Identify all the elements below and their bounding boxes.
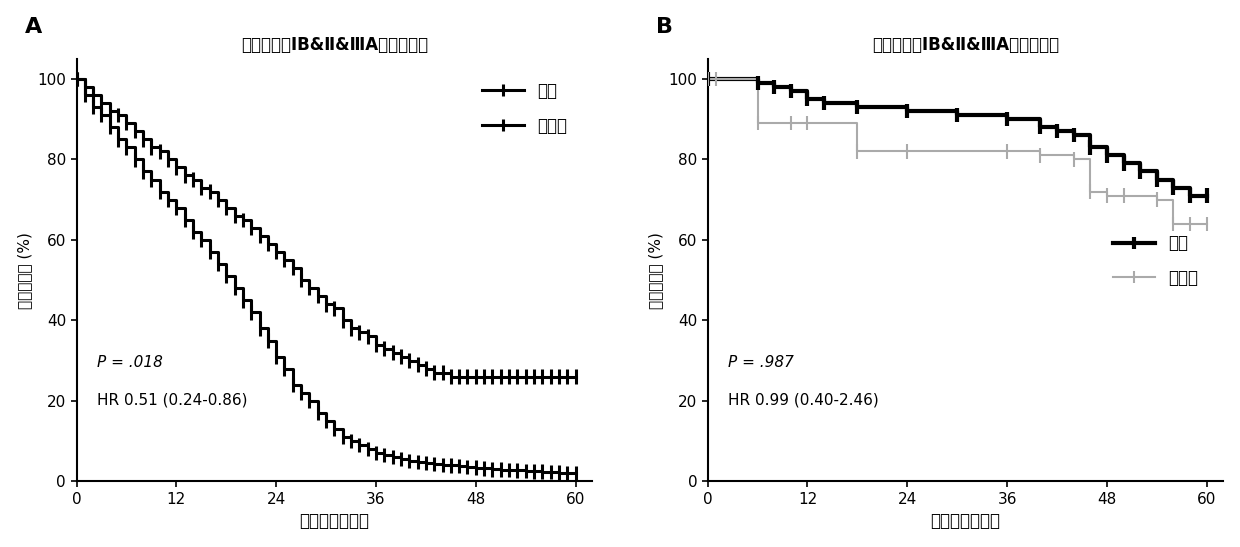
- Text: HR 0.99 (0.40-2.46): HR 0.99 (0.40-2.46): [728, 393, 879, 408]
- Text: A: A: [25, 16, 42, 37]
- Title: 预后不良的ⅠB&Ⅱ&ⅢA期腔癌患者: 预后不良的ⅠB&Ⅱ&ⅢA期腔癌患者: [241, 37, 428, 55]
- Title: 预后良好的ⅠB&Ⅱ&ⅢA期腔癌患者: 预后良好的ⅠB&Ⅱ&ⅢA期腔癌患者: [872, 37, 1059, 55]
- X-axis label: 生存时间（月）: 生存时间（月）: [930, 513, 1001, 531]
- Y-axis label: 总体生存率 (%): 总体生存率 (%): [647, 231, 662, 309]
- Text: P = .987: P = .987: [728, 354, 794, 370]
- Text: HR 0.51 (0.24-0.86): HR 0.51 (0.24-0.86): [97, 393, 248, 408]
- X-axis label: 生存时间（月）: 生存时间（月）: [299, 513, 370, 531]
- Y-axis label: 总体生存率 (%): 总体生存率 (%): [16, 231, 32, 309]
- Text: B: B: [656, 16, 673, 37]
- Text: P = .018: P = .018: [97, 354, 162, 370]
- Legend: 化疗, 无化疗: 化疗, 无化疗: [1106, 228, 1205, 294]
- Legend: 化疗, 无化疗: 化疗, 无化疗: [475, 75, 574, 142]
